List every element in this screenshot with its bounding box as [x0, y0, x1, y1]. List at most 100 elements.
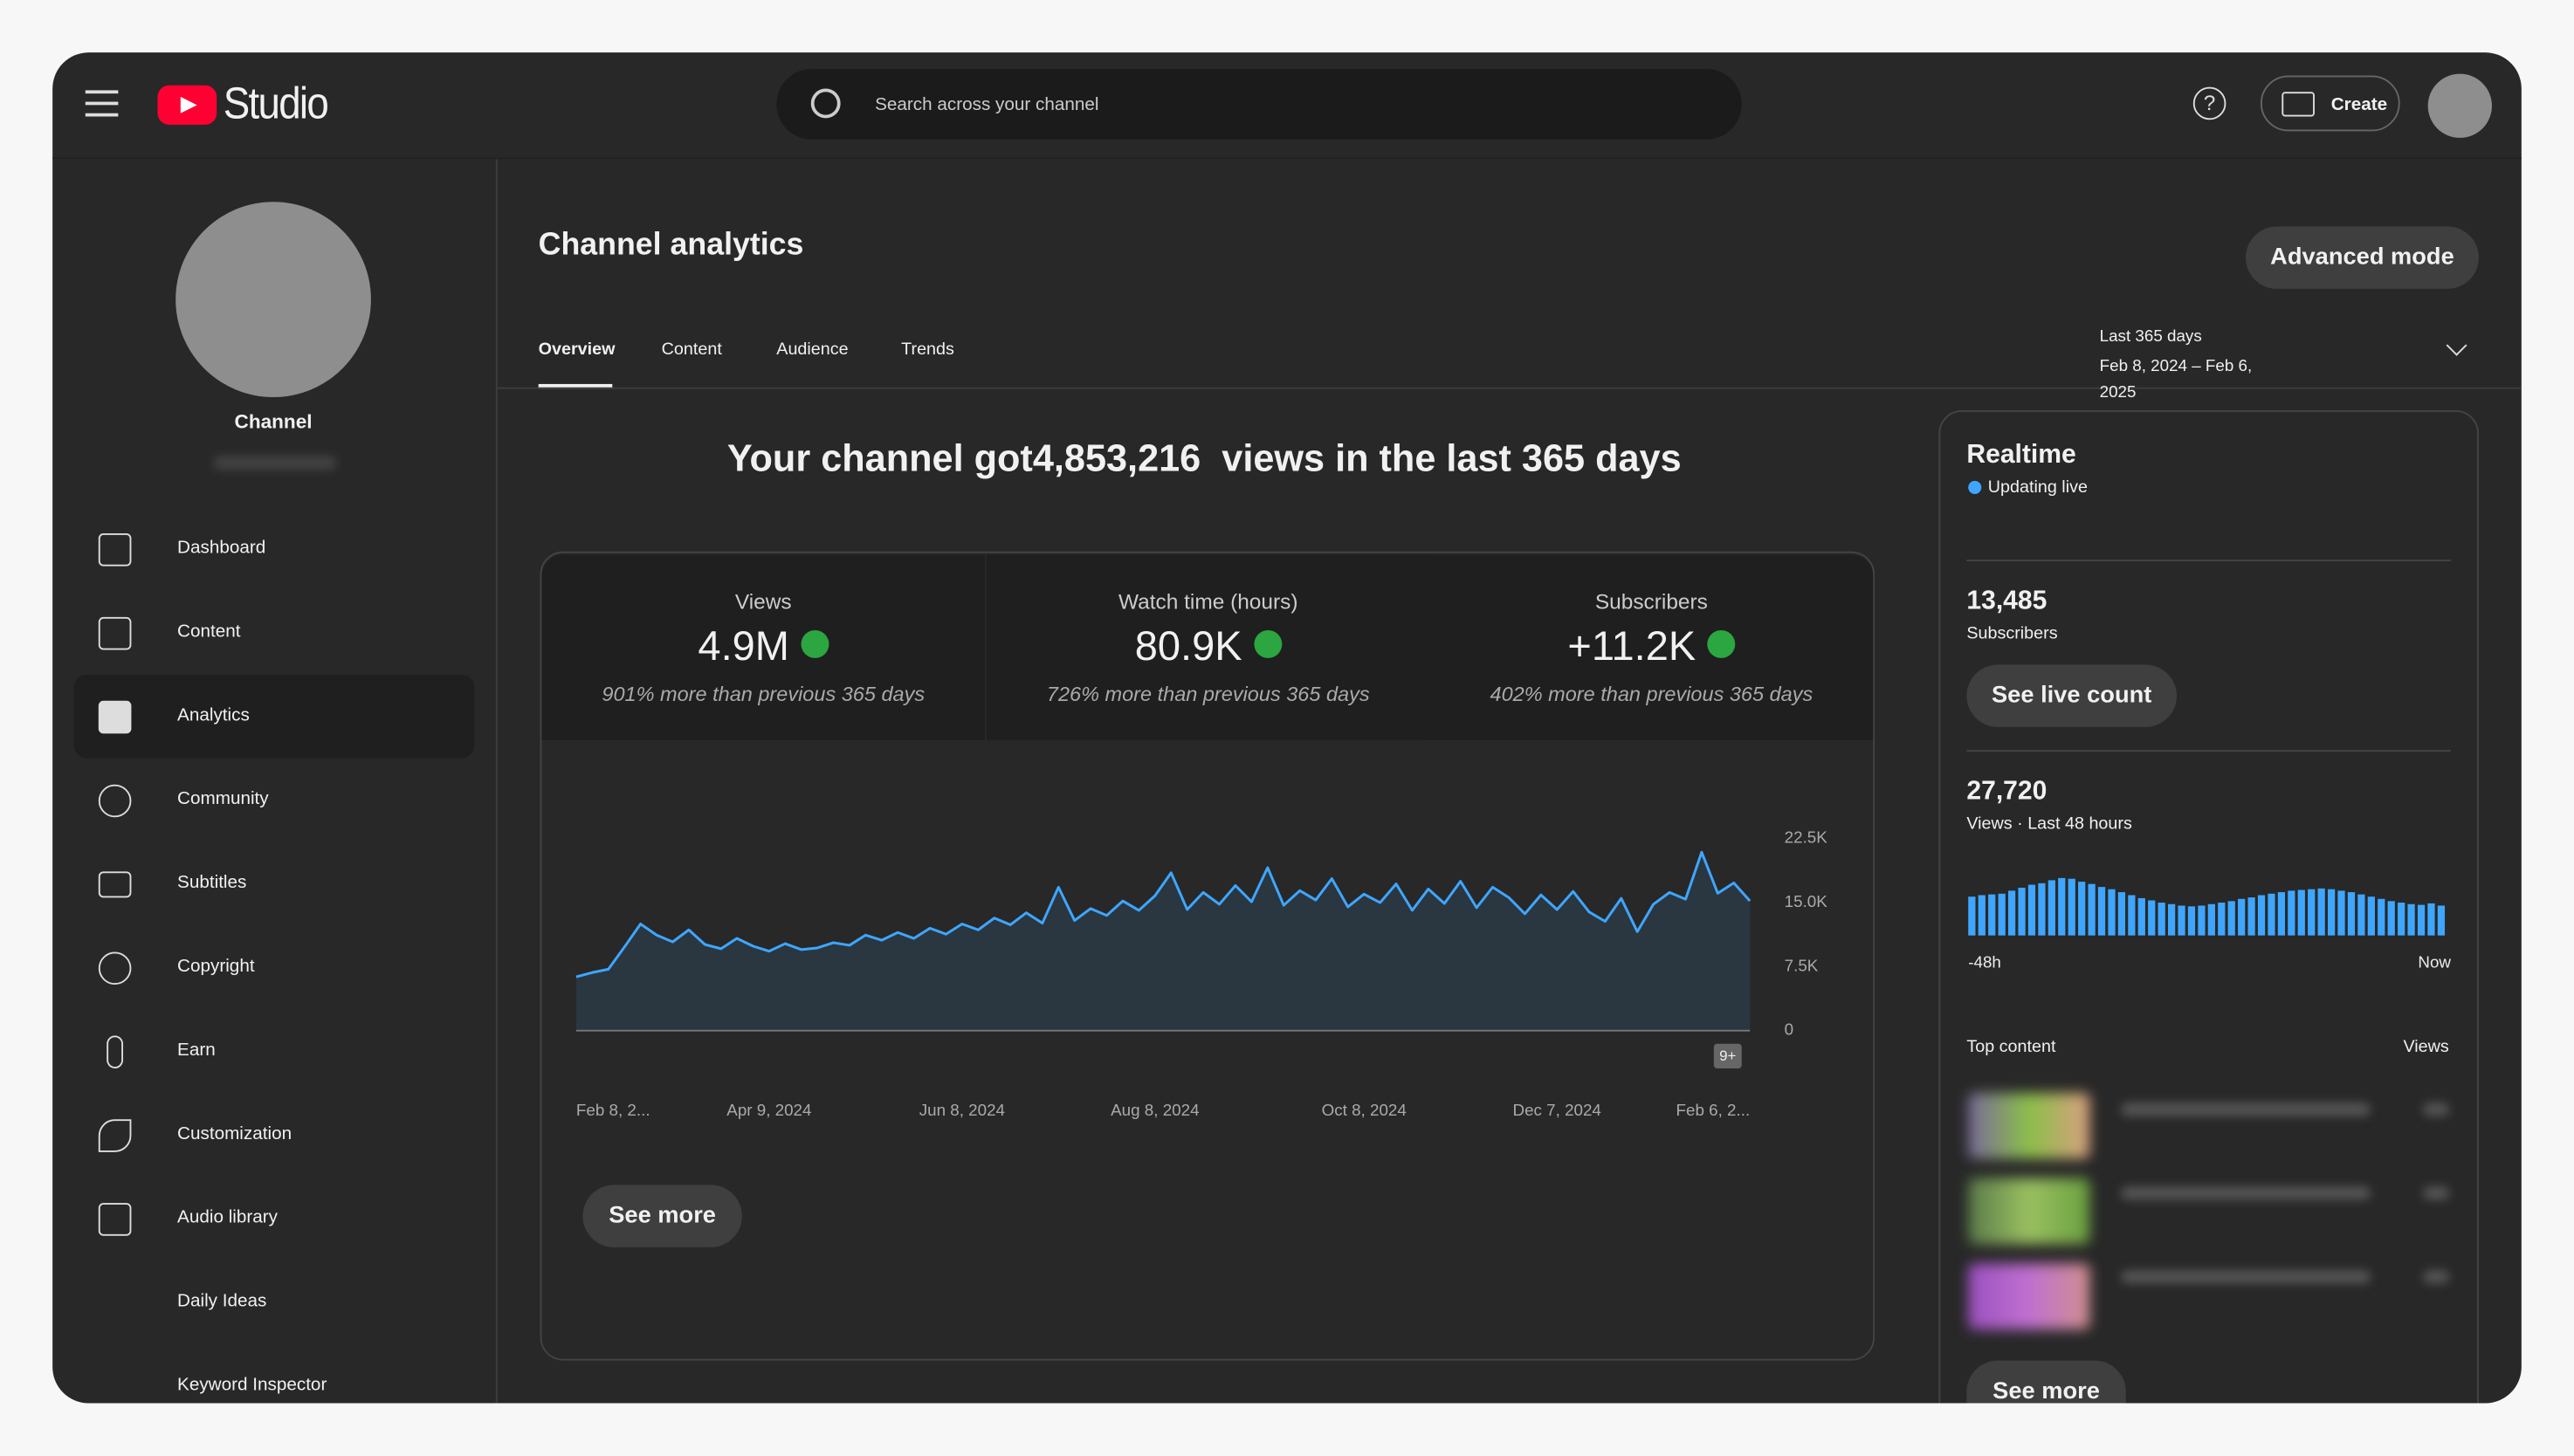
nav-icon: [98, 951, 132, 986]
date-range-dates[interactable]: Feb 8, 2024 – Feb 6, 2025: [2099, 357, 2253, 402]
realtime-bar: [2218, 903, 2226, 936]
thumbnail-blurred: [1968, 1178, 2090, 1245]
bottom-mask: [0, 1403, 2574, 1456]
realtime-bar: [2367, 896, 2375, 936]
realtime-bar: [2018, 887, 2026, 936]
nav-item[interactable]: Customization: [177, 1123, 292, 1144]
realtime-title: Realtime: [1966, 441, 2076, 470]
y-tick-label: 7.5K: [1785, 956, 1819, 974]
nav-icon: [98, 784, 132, 818]
area-line: [575, 850, 1752, 979]
metric-tile[interactable]: Watch time (hours) 80.9K 726% more than pr…: [986, 554, 1430, 740]
realtime-bar: [2427, 903, 2435, 936]
realtime-bar: [2187, 906, 2196, 936]
nav-item[interactable]: Keyword Inspector: [177, 1375, 327, 1396]
channel-avatar: [176, 202, 371, 397]
realtime-bar: [2038, 883, 2046, 936]
nav-item[interactable]: Earn: [177, 1040, 216, 1061]
realtime-bar: [2257, 895, 2266, 936]
views-label: Views · Last 48 hours: [1966, 814, 2132, 834]
metric-label: Watch time (hours): [1118, 588, 1298, 615]
metric-note: 901% more than previous 365 days: [602, 683, 926, 706]
title-blurred: [2121, 1102, 2371, 1116]
tab[interactable]: Content: [661, 340, 722, 360]
annotation-badge[interactable]: 9+: [1719, 1047, 1736, 1064]
nav-active-bg: [73, 674, 475, 759]
nav-item[interactable]: Community: [177, 789, 269, 809]
realtime-bar: [2398, 903, 2405, 936]
logo-text: Studio: [223, 79, 329, 128]
nav-item[interactable]: Content: [177, 622, 241, 642]
channel-name-blurred: [213, 456, 337, 470]
realtime-bar: [1968, 896, 1976, 936]
help-button[interactable]: ?: [2192, 86, 2226, 120]
realtime-bar: [1998, 893, 2006, 936]
realtime-bar: [2097, 887, 2106, 936]
y-tick-label: 15.0K: [1785, 892, 1828, 910]
title-blurred: [2121, 1270, 2371, 1284]
nav-icon: [107, 1035, 124, 1068]
tab[interactable]: Overview: [538, 340, 616, 360]
x-tick-label: Apr 9, 2024: [726, 1101, 811, 1119]
realtime-bar: [2337, 890, 2345, 936]
top-content-label: Top content: [1966, 1037, 2056, 1057]
thumbnail-blurred: [1968, 1263, 2090, 1329]
x-tick-label: Jun 8, 2024: [919, 1101, 1005, 1119]
divider: [1966, 750, 2451, 752]
nav-item[interactable]: Subtitles: [177, 873, 247, 893]
account-avatar[interactable]: [2427, 73, 2492, 138]
menu-button[interactable]: [85, 90, 119, 117]
summary-suffix: views in the last 365 days: [1222, 436, 1682, 479]
channel-label: Channel: [234, 410, 313, 434]
metric-label: Views: [734, 588, 792, 615]
search-placeholder: Search across your channel: [875, 95, 1099, 115]
page-title: Channel analytics: [538, 228, 804, 263]
create-icon: [2282, 92, 2315, 117]
nav-item[interactable]: Copyright: [177, 957, 255, 977]
realtime-bar: [2158, 903, 2165, 936]
realtime-bar: [2048, 880, 2055, 936]
x-tick-label: Oct 8, 2024: [1322, 1101, 1407, 1119]
nav-item[interactable]: Daily Ideas: [177, 1291, 267, 1312]
tab[interactable]: Audience: [776, 340, 849, 360]
realtime-bar: [2238, 898, 2246, 936]
nav-item[interactable]: Analytics: [177, 705, 250, 726]
realtime-bar: [2117, 892, 2126, 936]
realtime-bar: [2207, 903, 2215, 936]
summary-value: 4,853,216: [1032, 436, 1201, 479]
metric-note: 402% more than previous 365 days: [1490, 683, 1814, 706]
realtime-bar: [2108, 889, 2116, 936]
realtime-bar: [2148, 900, 2156, 936]
nav-icon: [98, 1119, 132, 1152]
nav-item[interactable]: Dashboard: [177, 538, 266, 559]
see-more-button[interactable]: See more: [582, 1185, 742, 1247]
see-live-count-button[interactable]: See live count: [1966, 664, 2178, 727]
search-box[interactable]: [776, 68, 1742, 140]
realtime-bar: [1978, 895, 1986, 936]
subscriber-label: Subscribers: [1966, 623, 2058, 643]
create-button[interactable]: [2260, 75, 2400, 132]
realtime-bar: [2437, 905, 2446, 936]
realtime-bar: [2387, 901, 2395, 936]
bar-end-label: Now: [2418, 953, 2451, 972]
annotation-badge-bg[interactable]: [1713, 1043, 1742, 1068]
subscriber-count: 13,485: [1966, 587, 2048, 616]
realtime-bar: [2347, 892, 2356, 936]
realtime-bar: [2128, 895, 2136, 936]
metric-tile[interactable]: Views 4.9M 901% more than previous 365 day…: [541, 554, 986, 740]
realtime-bar: [2178, 905, 2185, 936]
realtime-bar: [2078, 882, 2086, 936]
realtime-bar: [2247, 897, 2255, 936]
summary-prefix: Your channel got: [726, 436, 1033, 479]
metric-value: +11.2K: [1430, 623, 1874, 671]
tab[interactable]: Trends: [901, 340, 954, 360]
search-icon: [810, 88, 841, 119]
advanced-mode-button[interactable]: Advanced mode: [2245, 226, 2479, 289]
metric-tile[interactable]: Subscribers +11.2K 402% more than previous…: [1429, 554, 1874, 740]
top-content-views-label: Views: [2403, 1037, 2449, 1057]
realtime-bar: [2068, 878, 2075, 936]
realtime-bar: [2357, 894, 2365, 936]
realtime-bar: [2317, 888, 2325, 936]
bar-start-label: -48h: [1968, 953, 2001, 972]
nav-item[interactable]: Audio library: [177, 1207, 279, 1228]
